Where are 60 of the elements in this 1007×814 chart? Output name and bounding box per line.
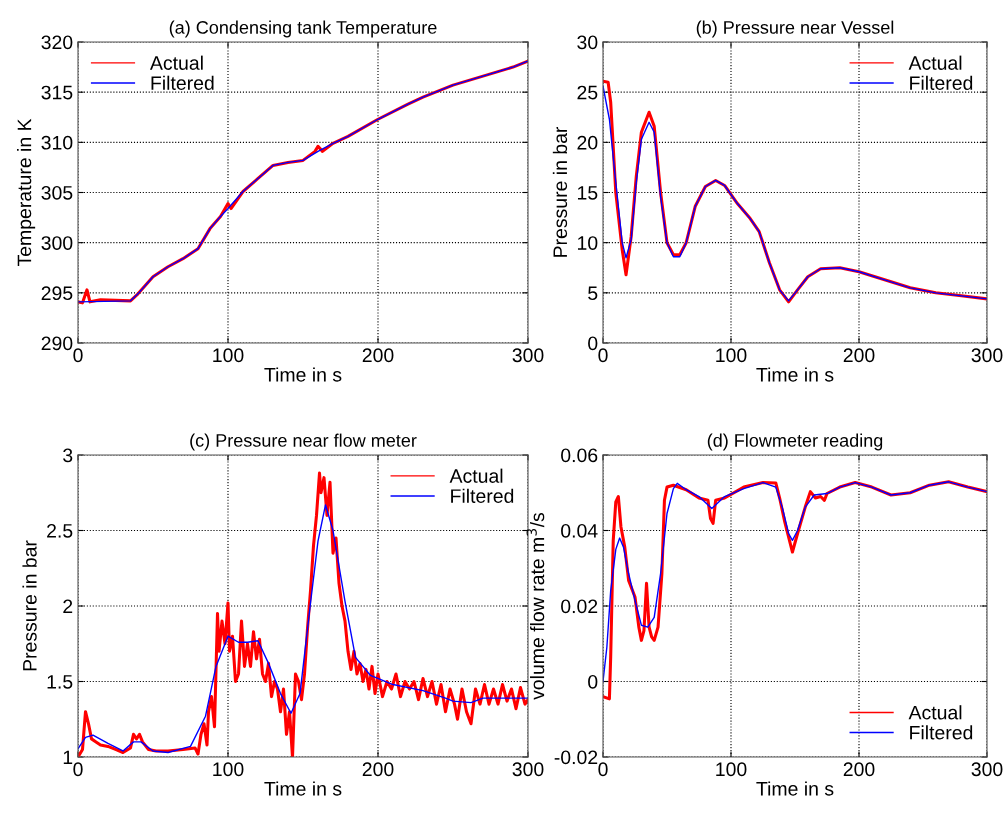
- y-tick-label: 3: [63, 448, 73, 463]
- y-tick-label: 25: [577, 85, 598, 100]
- y-tick-label: 0: [588, 336, 598, 351]
- x-axis-title: Time in s: [264, 367, 342, 382]
- x-tick-label: 0: [598, 348, 608, 363]
- y-axis-title: Temperature in K: [17, 118, 36, 267]
- x-tick-label: 200: [843, 762, 875, 777]
- y-tick-label: 310: [41, 135, 73, 150]
- y-tick-label: 1: [63, 750, 73, 765]
- y-tick-label: 320: [41, 35, 73, 50]
- y-tick-label: 10: [578, 236, 598, 250]
- x-tick-label: 0: [73, 348, 83, 363]
- x-tick-label: 200: [362, 348, 394, 363]
- chart-title: (b) Pressure near Vessel: [696, 20, 894, 38]
- x-tick-label: 300: [512, 762, 544, 777]
- legend-label: Actual: [908, 705, 962, 720]
- legend-label: Actual: [449, 468, 503, 483]
- x-tick-label: 100: [213, 348, 244, 363]
- y-tick-label: 0.06: [561, 448, 598, 463]
- y-tick-label: 2.5: [47, 523, 73, 538]
- y-tick-label: 290: [41, 336, 73, 351]
- y-tick-label: 5: [588, 286, 598, 301]
- y-tick-label: 305: [41, 185, 73, 200]
- x-axis-title: Time in s: [756, 781, 834, 796]
- x-tick-label: 300: [971, 762, 1003, 777]
- x-tick-label: 200: [362, 762, 394, 777]
- x-tick-label: 0: [598, 762, 608, 777]
- y-axis-title: Pressure in bar: [552, 126, 568, 257]
- x-tick-label: 100: [716, 762, 747, 777]
- x-axis-title: Time in s: [756, 367, 834, 382]
- legend-label: Actual: [149, 55, 203, 70]
- x-axis-title: Time in s: [264, 781, 342, 796]
- y-tick-label: 0.04: [561, 523, 598, 538]
- y-tick-label: 315: [41, 85, 73, 100]
- y-axis-title: volume flow rate m$^{3}$/s: [526, 512, 545, 700]
- y-tick-label: 1.5: [47, 675, 73, 689]
- y-tick-label: 295: [41, 286, 73, 301]
- legend-label: Filtered: [151, 75, 214, 90]
- legend-label: Filtered: [451, 488, 514, 503]
- x-tick-label: 0: [73, 762, 83, 777]
- chart-title: (a) Condensing tank Temperature: [169, 20, 437, 38]
- y-tick-label: 30: [577, 35, 598, 50]
- legend-label: Filtered: [910, 75, 973, 90]
- legend-label: Actual: [908, 55, 962, 70]
- y-tick-label: 300: [41, 236, 73, 250]
- y-tick-label: -0.02: [554, 750, 598, 765]
- x-tick-label: 300: [512, 348, 544, 363]
- x-tick-label: 100: [213, 762, 244, 777]
- y-tick-label: 20: [577, 135, 598, 150]
- x-tick-label: 200: [843, 348, 875, 363]
- chart-title: (c) Pressure near flow meter: [190, 433, 417, 451]
- y-tick-label: 0.02: [561, 599, 598, 614]
- y-tick-label: 0: [588, 674, 598, 689]
- legend-label: Filtered: [910, 725, 973, 740]
- chart-title: (d) Flowmeter reading: [707, 433, 883, 451]
- y-tick-label: 15: [578, 186, 598, 200]
- x-tick-label: 100: [716, 348, 747, 363]
- y-axis-title: Pressure in bar: [22, 540, 37, 671]
- x-tick-label: 300: [971, 348, 1003, 363]
- y-tick-label: 2: [63, 599, 73, 614]
